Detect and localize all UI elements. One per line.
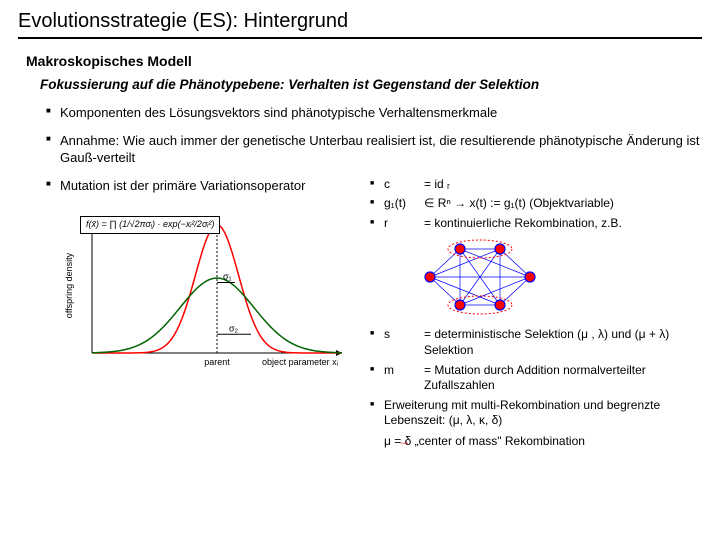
section-heading: Makroskopisches Modell xyxy=(26,53,702,69)
def-r: r= kontinuierliche Rekombination, z.B. xyxy=(370,216,702,232)
formula-box: f(x̄) = ∏ (1/√2πσᵢ) · exp(−xᵢ²/2σᵢ²) xyxy=(80,216,220,234)
def-r-txt: = kontinuierliche Rekombination, z.B. xyxy=(424,216,702,232)
def-s-txt: = deterministische Selektion (μ , λ) und… xyxy=(424,327,702,358)
def-g-txt: ∈ Rⁿ → x(t) := g₁(t) (Objektvariable) xyxy=(424,196,702,212)
definitions-upper: c= id ᵣ g₁(t)∈ Rⁿ → x(t) := g₁(t) (Objek… xyxy=(370,177,702,232)
def-c-sym: c xyxy=(384,177,424,193)
def-m-txt: = Mutation durch Addition normalverteilt… xyxy=(424,363,702,394)
bullet-list: Komponenten des Lösungsvektors sind phän… xyxy=(18,104,702,449)
def-c-txt: = id ᵣ xyxy=(424,177,702,193)
definitions-lower: s= deterministische Selektion (μ , λ) un… xyxy=(370,327,702,429)
def-md: μ = δ „center of mass" Rekombination → xyxy=(370,433,702,449)
def-s-sym: s xyxy=(384,327,424,358)
svg-text:parent: parent xyxy=(204,357,230,367)
bullet-3: Mutation ist der primäre Variationsopera… xyxy=(60,178,305,193)
svg-text:σ₁: σ₁ xyxy=(223,272,232,282)
gaussian-chart: σ₁ σ₂ offspring density parent object parame… xyxy=(60,198,350,378)
bullet-1: Komponenten des Lösungsvektors sind phän… xyxy=(46,104,702,122)
def-md-text: μ = δ „center of mass" Rekombination xyxy=(384,434,585,448)
def-g-sym: g₁(t) xyxy=(384,196,424,212)
svg-text:offspring density: offspring density xyxy=(64,253,74,319)
def-c: c= id ᵣ xyxy=(370,177,702,193)
def-g: g₁(t)∈ Rⁿ → x(t) := g₁(t) (Objektvariabl… xyxy=(370,196,702,212)
title-rule xyxy=(18,37,702,39)
bullet-2: Annahme: Wie auch immer der genetische U… xyxy=(46,132,702,167)
def-m-sym: m xyxy=(384,363,424,394)
svg-text:object parameter xᵢ: object parameter xᵢ xyxy=(262,357,338,367)
bullet-3-row: Mutation ist der primäre Variationsopera… xyxy=(46,177,702,450)
def-ext: Erweiterung mit multi-Rekombination und … xyxy=(370,398,702,429)
slide-title: Evolutionsstrategie (ES): Hintergrund xyxy=(18,10,702,33)
def-r-sym: r xyxy=(384,216,424,232)
emphasis-line: Fokussierung auf die Phänotypebene: Verh… xyxy=(40,77,702,92)
def-m: m= Mutation durch Addition normalverteil… xyxy=(370,363,702,394)
network-diagram xyxy=(420,237,540,317)
arrow-icon: → xyxy=(398,434,410,448)
svg-text:σ₂: σ₂ xyxy=(229,323,239,333)
def-s: s= deterministische Selektion (μ , λ) un… xyxy=(370,327,702,358)
